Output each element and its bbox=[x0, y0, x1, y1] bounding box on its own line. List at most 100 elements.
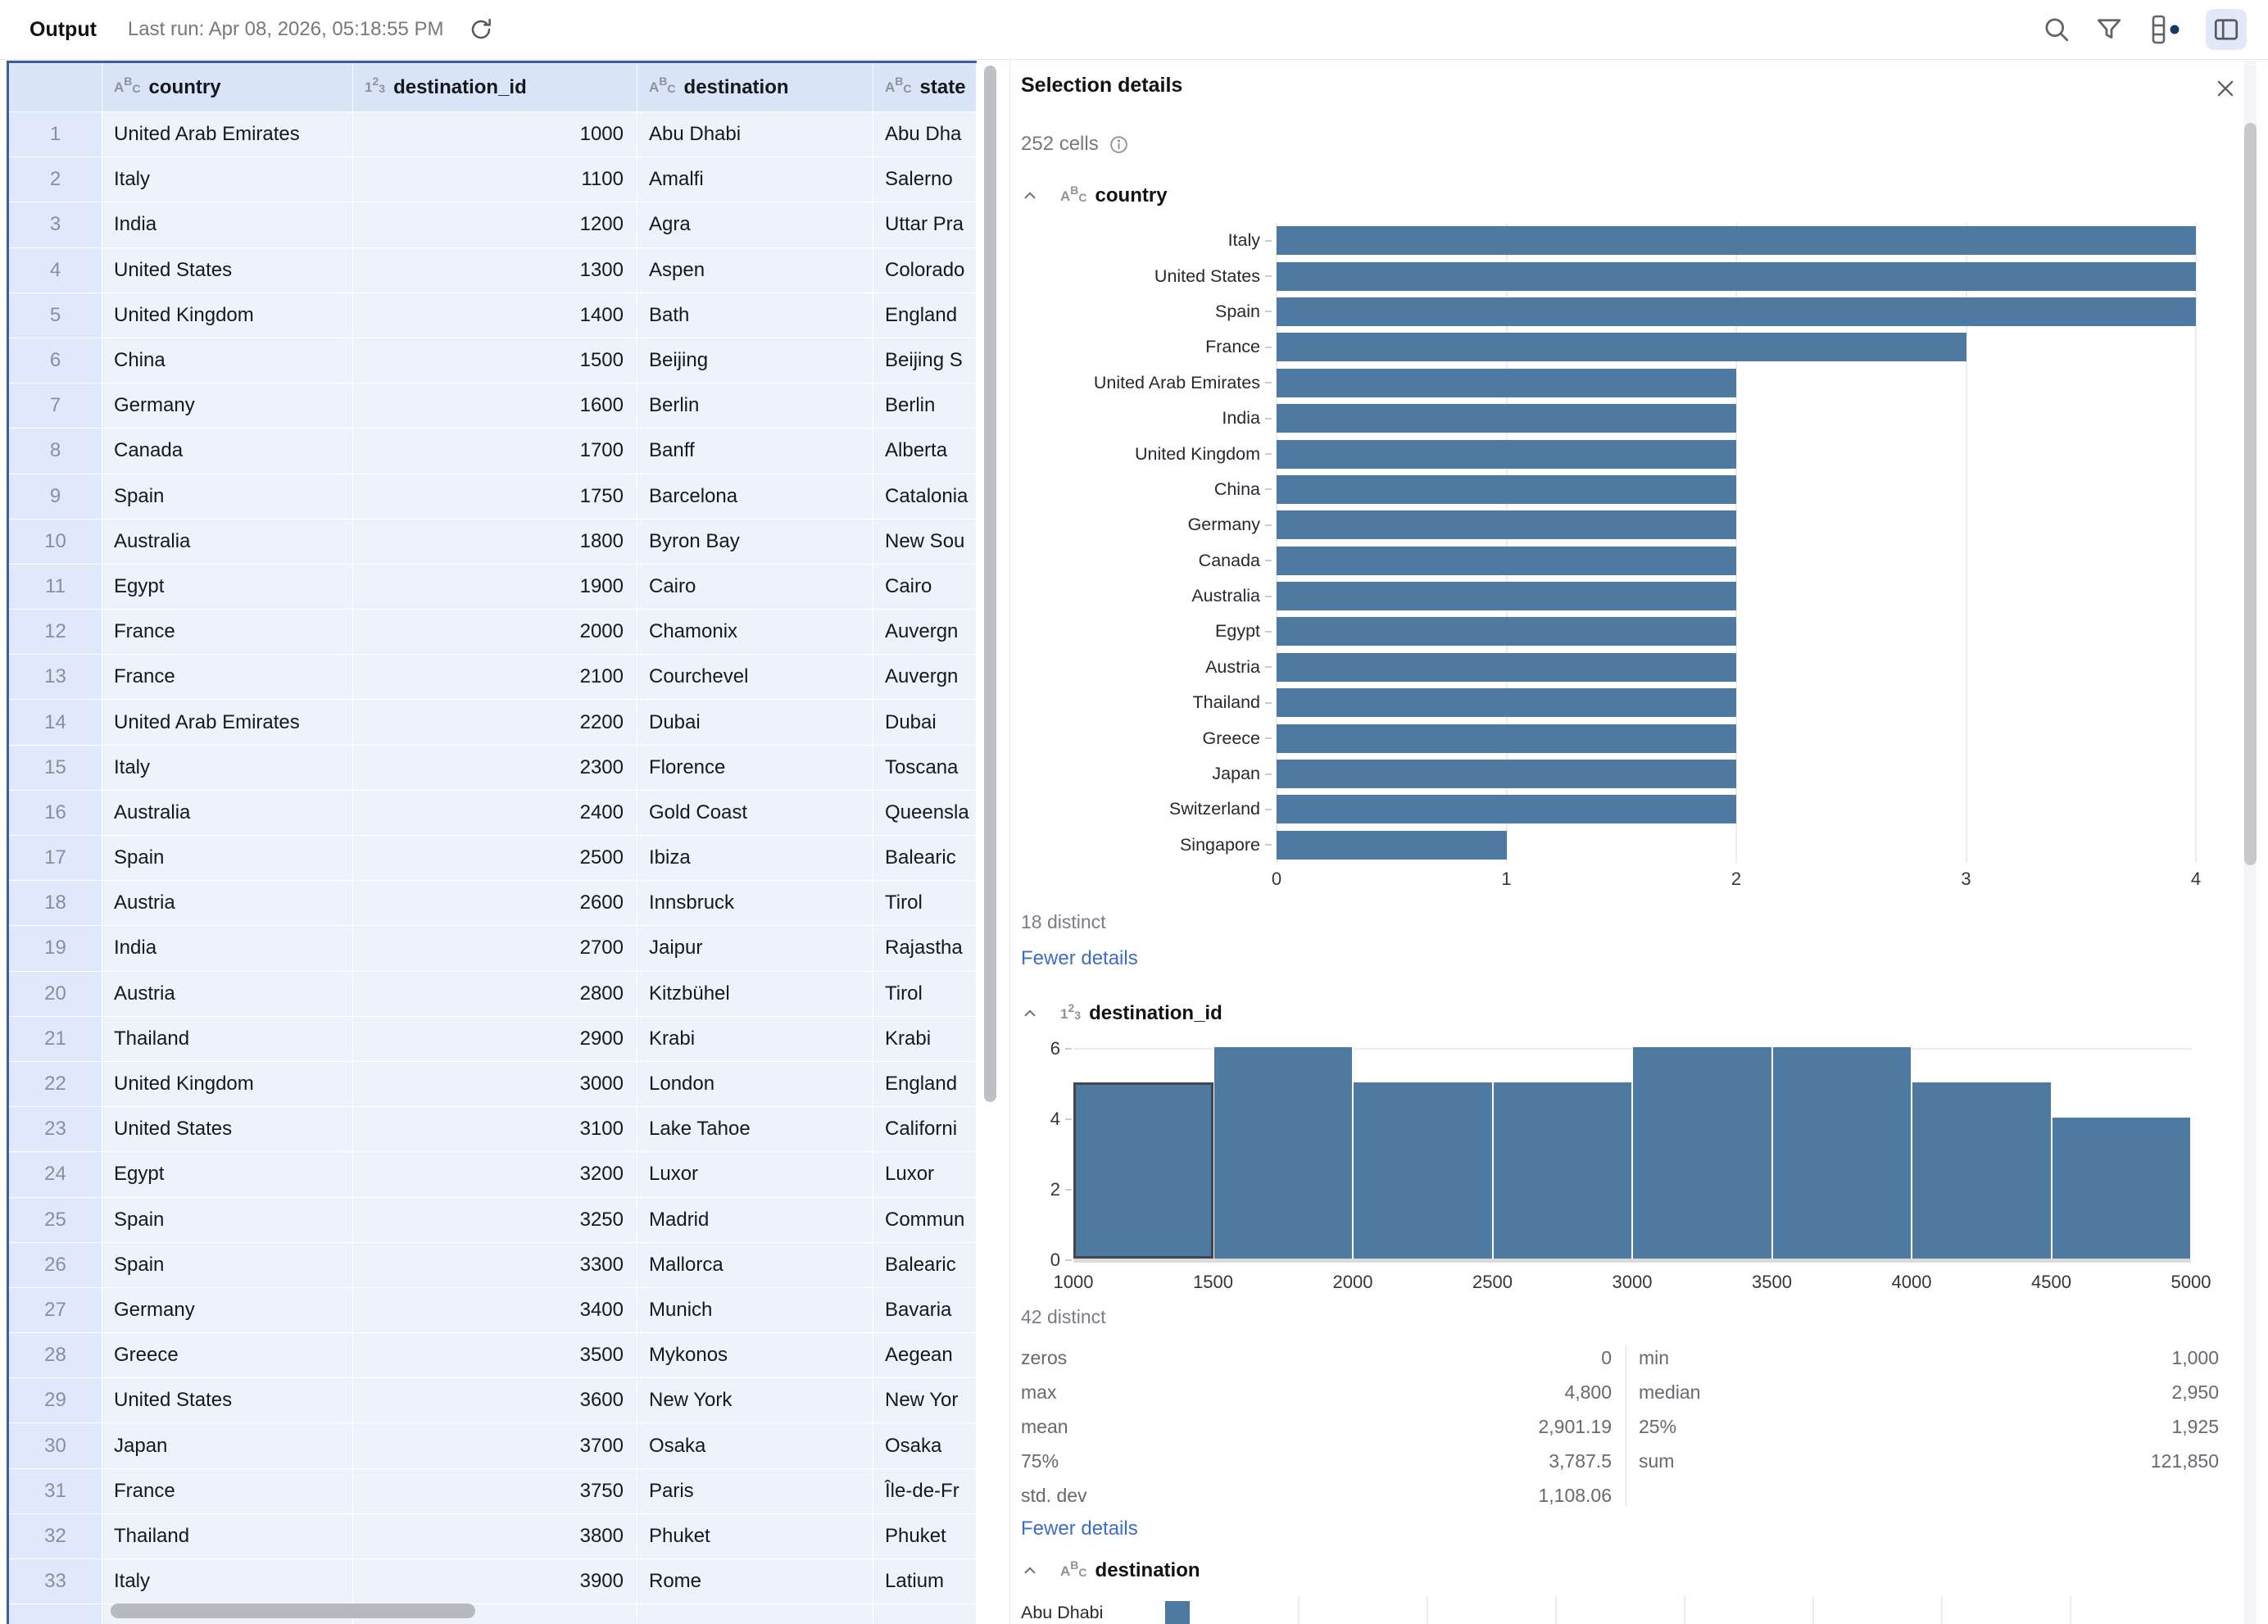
cell-country[interactable]: United States bbox=[102, 247, 353, 293]
info-icon[interactable] bbox=[1109, 134, 1129, 155]
cell-destination[interactable]: Innsbruck bbox=[637, 881, 873, 927]
row-number[interactable]: 26 bbox=[9, 1242, 102, 1288]
cell-destination[interactable]: Chamonix bbox=[637, 610, 873, 655]
collapse-section-button[interactable] bbox=[1021, 1005, 1039, 1023]
cell-destination[interactable]: Dubai bbox=[637, 700, 873, 746]
table-vertical-scrollbar[interactable] bbox=[984, 66, 996, 1102]
country-bar[interactable] bbox=[1277, 226, 2196, 256]
row-number[interactable]: 15 bbox=[9, 745, 102, 791]
cell-destination[interactable]: Courchevel bbox=[637, 655, 873, 701]
cell-destination[interactable]: Cairo bbox=[637, 564, 873, 610]
histogram-bar[interactable] bbox=[1073, 1082, 1213, 1259]
cell-country[interactable]: Greece bbox=[102, 1333, 353, 1379]
cell-destination-id[interactable]: 3500 bbox=[353, 1333, 637, 1379]
cell-country[interactable]: Italy bbox=[102, 745, 353, 791]
country-bar[interactable] bbox=[1277, 546, 1736, 575]
cell-destination-id[interactable]: 3300 bbox=[353, 1242, 637, 1288]
cell-country[interactable]: France bbox=[102, 610, 353, 655]
cell-destination-id[interactable]: 1400 bbox=[353, 293, 637, 338]
cell-destination-id[interactable]: 2700 bbox=[353, 926, 637, 972]
cell-state[interactable]: Krabi bbox=[873, 1016, 977, 1062]
cell-destination[interactable]: Agra bbox=[637, 202, 873, 248]
cell-state[interactable]: Auvergn bbox=[873, 655, 977, 701]
country-bar[interactable] bbox=[1277, 474, 1736, 504]
cell-destination[interactable]: Luxor bbox=[637, 1152, 873, 1198]
cell-country[interactable]: France bbox=[102, 1468, 353, 1514]
cell-destination-id[interactable]: 3250 bbox=[353, 1197, 637, 1243]
histogram-bar[interactable] bbox=[2051, 1118, 2191, 1259]
cell-country[interactable]: Spain bbox=[102, 836, 353, 882]
cell-destination[interactable]: London bbox=[637, 1061, 873, 1108]
row-number[interactable]: 7 bbox=[9, 383, 102, 429]
cell-country[interactable]: Japan bbox=[102, 1423, 353, 1469]
cell-country[interactable]: India bbox=[102, 202, 353, 248]
cell-destination[interactable]: Madrid bbox=[637, 1197, 873, 1243]
country-bar[interactable] bbox=[1277, 760, 1736, 789]
cell-country[interactable]: China bbox=[102, 338, 353, 384]
cell-country[interactable]: Egypt bbox=[102, 564, 353, 610]
country-bar[interactable] bbox=[1277, 404, 1736, 433]
cell-destination[interactable]: Jaipur bbox=[637, 926, 873, 972]
cell-destination-id[interactable]: 3900 bbox=[353, 1559, 637, 1605]
destination-bar[interactable] bbox=[1165, 1601, 1190, 1624]
cell-state[interactable]: Île-de-Fr bbox=[873, 1468, 977, 1514]
cell-state[interactable]: Salerno bbox=[873, 157, 977, 203]
cell-state[interactable]: Aegean bbox=[873, 1333, 977, 1379]
cell-state[interactable]: Cairo bbox=[873, 564, 977, 610]
cell-destination[interactable]: Berlin bbox=[637, 383, 873, 429]
cell-empty[interactable] bbox=[637, 1604, 873, 1624]
row-number[interactable]: 33 bbox=[9, 1559, 102, 1605]
row-number[interactable]: 11 bbox=[9, 564, 102, 610]
cell-destination-id[interactable]: 1100 bbox=[353, 157, 637, 203]
row-number[interactable]: 3 bbox=[9, 202, 102, 248]
cell-country[interactable]: Egypt bbox=[102, 1152, 353, 1198]
cell-state[interactable]: Catalonia bbox=[873, 474, 977, 519]
cell-state[interactable]: England bbox=[873, 1061, 977, 1108]
cell-destination[interactable]: Abu Dhabi bbox=[637, 112, 873, 158]
row-number[interactable]: 10 bbox=[9, 519, 102, 565]
row-number[interactable]: 28 bbox=[9, 1333, 102, 1379]
cell-destination-id[interactable]: 2200 bbox=[353, 700, 637, 746]
columns-button[interactable] bbox=[2147, 13, 2183, 46]
histogram-bar[interactable] bbox=[1632, 1047, 1772, 1259]
country-bar[interactable] bbox=[1277, 617, 1736, 646]
row-number[interactable]: 16 bbox=[9, 790, 102, 836]
collapse-section-button[interactable] bbox=[1021, 187, 1039, 205]
panel-scrollbar[interactable] bbox=[2244, 123, 2257, 865]
cell-country[interactable]: Austria bbox=[102, 881, 353, 927]
row-number[interactable]: 1 bbox=[9, 112, 102, 158]
cell-country[interactable]: Italy bbox=[102, 157, 353, 203]
country-bar[interactable] bbox=[1277, 368, 1736, 397]
cell-state[interactable]: Colorado bbox=[873, 247, 977, 293]
row-number[interactable]: 29 bbox=[9, 1378, 102, 1424]
cell-empty[interactable] bbox=[873, 1604, 977, 1624]
row-number[interactable]: 23 bbox=[9, 1107, 102, 1153]
cell-destination[interactable]: Munich bbox=[637, 1287, 873, 1334]
table-horizontal-scrollbar[interactable] bbox=[111, 1604, 475, 1618]
select-all-corner[interactable] bbox=[9, 63, 102, 112]
row-number[interactable]: 14 bbox=[9, 700, 102, 746]
cell-country[interactable]: Spain bbox=[102, 1197, 353, 1243]
cell-destination-id[interactable]: 1200 bbox=[353, 202, 637, 248]
cell-destination[interactable]: Byron Bay bbox=[637, 519, 873, 565]
cell-destination-id[interactable]: 1000 bbox=[353, 112, 637, 158]
cell-country[interactable]: Thailand bbox=[102, 1016, 353, 1062]
row-number[interactable]: 4 bbox=[9, 247, 102, 293]
cell-destination-id[interactable]: 3700 bbox=[353, 1423, 637, 1469]
row-number[interactable]: 8 bbox=[9, 429, 102, 474]
cell-destination[interactable]: Mykonos bbox=[637, 1333, 873, 1379]
cell-country[interactable]: United Arab Emirates bbox=[102, 112, 353, 158]
filter-button[interactable] bbox=[2094, 15, 2124, 44]
cell-destination-id[interactable]: 3400 bbox=[353, 1287, 637, 1334]
country-bar[interactable] bbox=[1277, 333, 1966, 362]
country-bar[interactable] bbox=[1277, 724, 1736, 753]
cell-state[interactable]: Latium bbox=[873, 1559, 977, 1605]
cell-destination-id[interactable]: 3100 bbox=[353, 1107, 637, 1153]
country-bar[interactable] bbox=[1277, 795, 1736, 824]
row-number[interactable]: 21 bbox=[9, 1016, 102, 1062]
cell-destination-id[interactable]: 1300 bbox=[353, 247, 637, 293]
histogram-bar[interactable] bbox=[1213, 1047, 1353, 1259]
